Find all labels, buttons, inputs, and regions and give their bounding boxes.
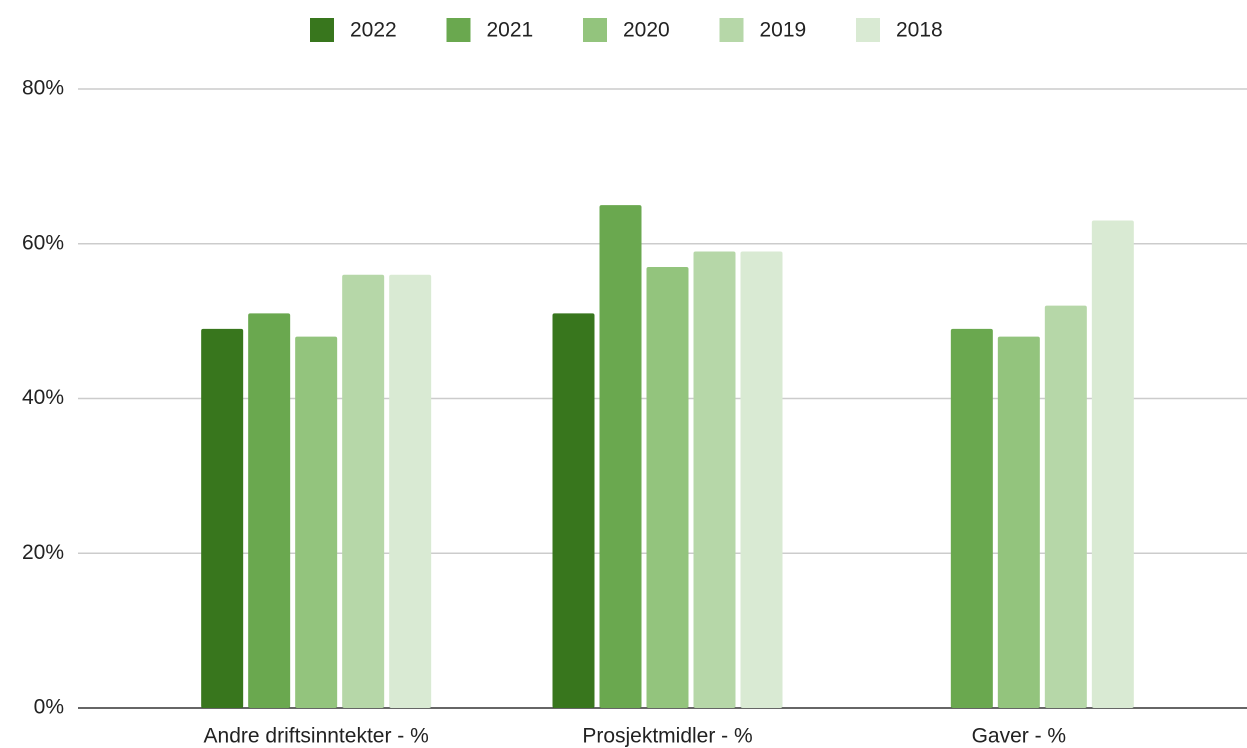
- bar: [342, 274, 385, 708]
- x-tick-label: Andre driftsinntekter - %: [204, 725, 429, 748]
- bar: [599, 205, 642, 708]
- legend-label: 2018: [896, 19, 943, 42]
- y-tick-label: 0%: [34, 696, 64, 719]
- y-tick-label: 20%: [22, 541, 64, 564]
- bar: [389, 274, 432, 708]
- bar: [740, 251, 783, 709]
- legend-swatch: [310, 18, 334, 42]
- legend-label: 2022: [350, 19, 397, 42]
- bar: [997, 336, 1040, 708]
- x-tick-label: Prosjektmidler - %: [582, 725, 752, 748]
- legend-label: 2019: [760, 19, 807, 42]
- bar: [1091, 220, 1134, 708]
- legend-swatch: [856, 18, 880, 42]
- bar: [646, 266, 689, 708]
- legend-label: 2021: [487, 19, 534, 42]
- bar: [693, 251, 736, 709]
- legend-label: 2020: [623, 19, 670, 42]
- legend-swatch: [719, 18, 744, 42]
- bar: [295, 336, 338, 708]
- bar: [950, 328, 993, 708]
- y-tick-label: 60%: [22, 231, 64, 254]
- y-tick-label: 80%: [22, 77, 64, 100]
- bar: [248, 313, 291, 708]
- bar: [201, 328, 244, 708]
- legend-swatch: [583, 18, 607, 42]
- x-tick-label: Gaver - %: [972, 725, 1067, 748]
- legend-swatch: [446, 18, 471, 42]
- y-tick-label: 40%: [22, 386, 64, 409]
- bar: [552, 313, 595, 708]
- bar: [1044, 305, 1087, 708]
